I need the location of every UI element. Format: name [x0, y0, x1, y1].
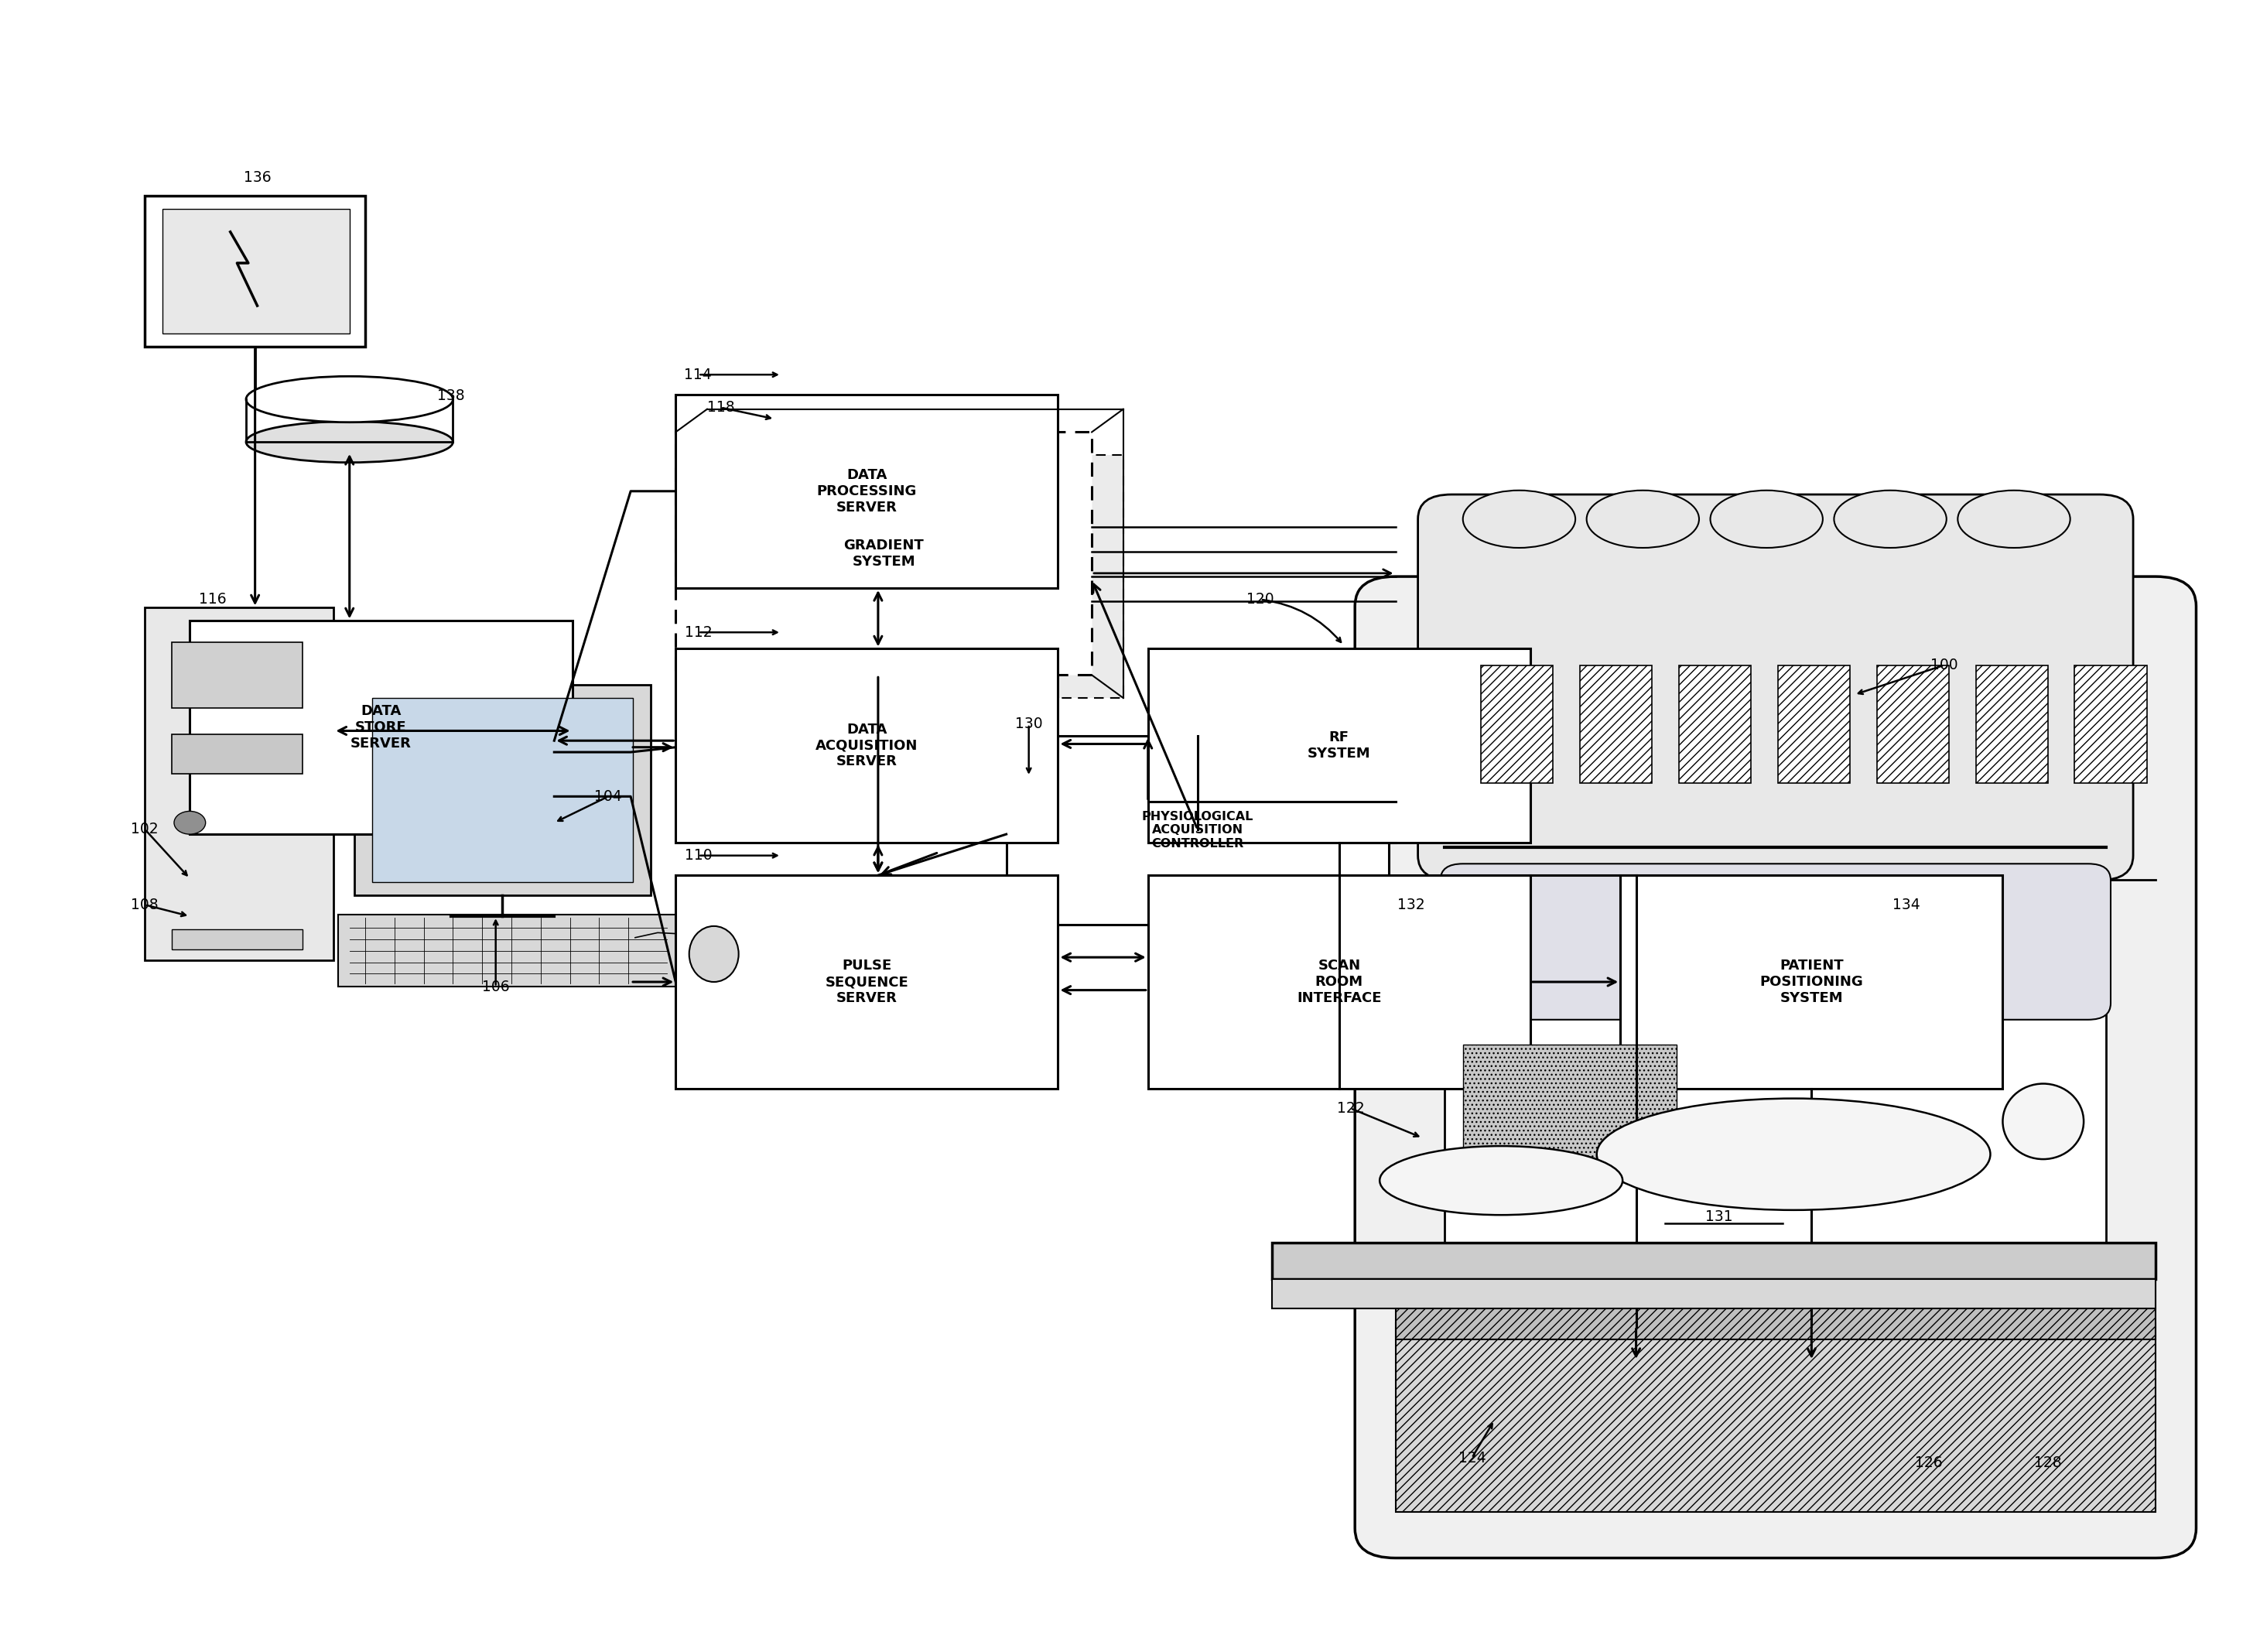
- Text: 114: 114: [685, 367, 712, 382]
- Text: 134: 134: [1892, 897, 1919, 912]
- Text: 116: 116: [199, 591, 226, 606]
- FancyBboxPatch shape: [1272, 1242, 2156, 1279]
- Bar: [1580, 666, 1652, 783]
- Bar: [1394, 1323, 2156, 1512]
- Text: 130: 130: [1015, 717, 1042, 732]
- FancyBboxPatch shape: [172, 643, 303, 707]
- Ellipse shape: [1462, 491, 1575, 548]
- Text: 106: 106: [481, 980, 508, 995]
- FancyBboxPatch shape: [339, 915, 680, 986]
- FancyBboxPatch shape: [1006, 735, 1388, 925]
- Text: PULSE
SEQUENCE
SERVER: PULSE SEQUENCE SERVER: [825, 958, 909, 1004]
- FancyBboxPatch shape: [172, 733, 303, 773]
- FancyBboxPatch shape: [355, 686, 651, 895]
- FancyBboxPatch shape: [1148, 649, 1530, 843]
- FancyBboxPatch shape: [145, 608, 334, 960]
- Bar: [1876, 666, 1948, 783]
- Text: RF
SYSTEM: RF SYSTEM: [1309, 730, 1372, 760]
- Text: 126: 126: [1914, 1455, 1941, 1470]
- FancyBboxPatch shape: [373, 699, 633, 882]
- Bar: [1462, 1044, 1677, 1160]
- Text: 131: 131: [1706, 1209, 1733, 1224]
- Text: PATIENT
POSITIONING
SYSTEM: PATIENT POSITIONING SYSTEM: [1761, 958, 1862, 1004]
- Bar: [1394, 1282, 2156, 1340]
- Text: SCAN
ROOM
INTERFACE: SCAN ROOM INTERFACE: [1297, 958, 1381, 1004]
- FancyBboxPatch shape: [1620, 876, 2002, 1089]
- Bar: [172, 930, 303, 950]
- Bar: [1975, 666, 2048, 783]
- FancyBboxPatch shape: [676, 649, 1058, 843]
- FancyBboxPatch shape: [1272, 1279, 2156, 1308]
- Text: 108: 108: [131, 897, 158, 912]
- Circle shape: [174, 811, 206, 834]
- Bar: [2075, 666, 2147, 783]
- FancyBboxPatch shape: [145, 195, 366, 347]
- FancyBboxPatch shape: [676, 876, 1058, 1089]
- Text: DATA
ACQUISITION
SERVER: DATA ACQUISITION SERVER: [816, 722, 918, 768]
- Text: 112: 112: [685, 624, 712, 639]
- Ellipse shape: [246, 377, 452, 423]
- FancyBboxPatch shape: [163, 208, 350, 334]
- Bar: [1679, 666, 1752, 783]
- Text: 132: 132: [1397, 897, 1426, 912]
- Ellipse shape: [1598, 1099, 1991, 1209]
- Text: 100: 100: [1930, 657, 1957, 672]
- Text: GRADIENT
SYSTEM: GRADIENT SYSTEM: [843, 539, 924, 568]
- Text: 124: 124: [1458, 1450, 1485, 1465]
- Text: 104: 104: [594, 790, 622, 805]
- Ellipse shape: [1957, 491, 2070, 548]
- Ellipse shape: [2002, 1084, 2084, 1160]
- FancyBboxPatch shape: [1148, 876, 1530, 1089]
- Bar: [1480, 666, 1553, 783]
- Text: 120: 120: [1248, 591, 1275, 606]
- Ellipse shape: [1711, 491, 1824, 548]
- Ellipse shape: [1835, 491, 1946, 548]
- Text: DATA
STORE
SERVER: DATA STORE SERVER: [350, 704, 411, 750]
- Text: 110: 110: [685, 847, 712, 862]
- Text: 136: 136: [244, 170, 271, 185]
- Bar: [1779, 666, 1849, 783]
- Text: 122: 122: [1336, 1100, 1365, 1115]
- Text: 102: 102: [131, 823, 158, 836]
- FancyBboxPatch shape: [190, 621, 572, 834]
- Text: PHYSIOLOGICAL
ACQUISITION
CONTROLLER: PHYSIOLOGICAL ACQUISITION CONTROLLER: [1141, 811, 1254, 849]
- FancyBboxPatch shape: [707, 454, 1123, 699]
- Ellipse shape: [1587, 491, 1700, 548]
- Ellipse shape: [246, 421, 452, 463]
- FancyBboxPatch shape: [1444, 889, 2106, 1285]
- Text: 128: 128: [2034, 1455, 2061, 1470]
- Ellipse shape: [1379, 1146, 1623, 1214]
- Text: 138: 138: [436, 388, 466, 403]
- FancyBboxPatch shape: [676, 433, 1092, 676]
- Text: 118: 118: [707, 400, 734, 415]
- FancyBboxPatch shape: [1356, 577, 2197, 1558]
- FancyBboxPatch shape: [1440, 864, 2111, 1019]
- Text: DATA
PROCESSING
SERVER: DATA PROCESSING SERVER: [816, 468, 918, 514]
- FancyBboxPatch shape: [1417, 494, 2133, 881]
- FancyBboxPatch shape: [676, 395, 1058, 588]
- Ellipse shape: [689, 927, 739, 981]
